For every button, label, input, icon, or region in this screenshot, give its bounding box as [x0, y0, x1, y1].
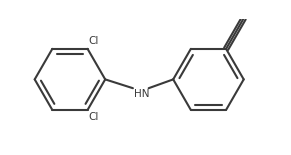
Text: HN: HN: [134, 89, 149, 99]
Text: Cl: Cl: [89, 36, 99, 46]
Text: Cl: Cl: [89, 112, 99, 122]
